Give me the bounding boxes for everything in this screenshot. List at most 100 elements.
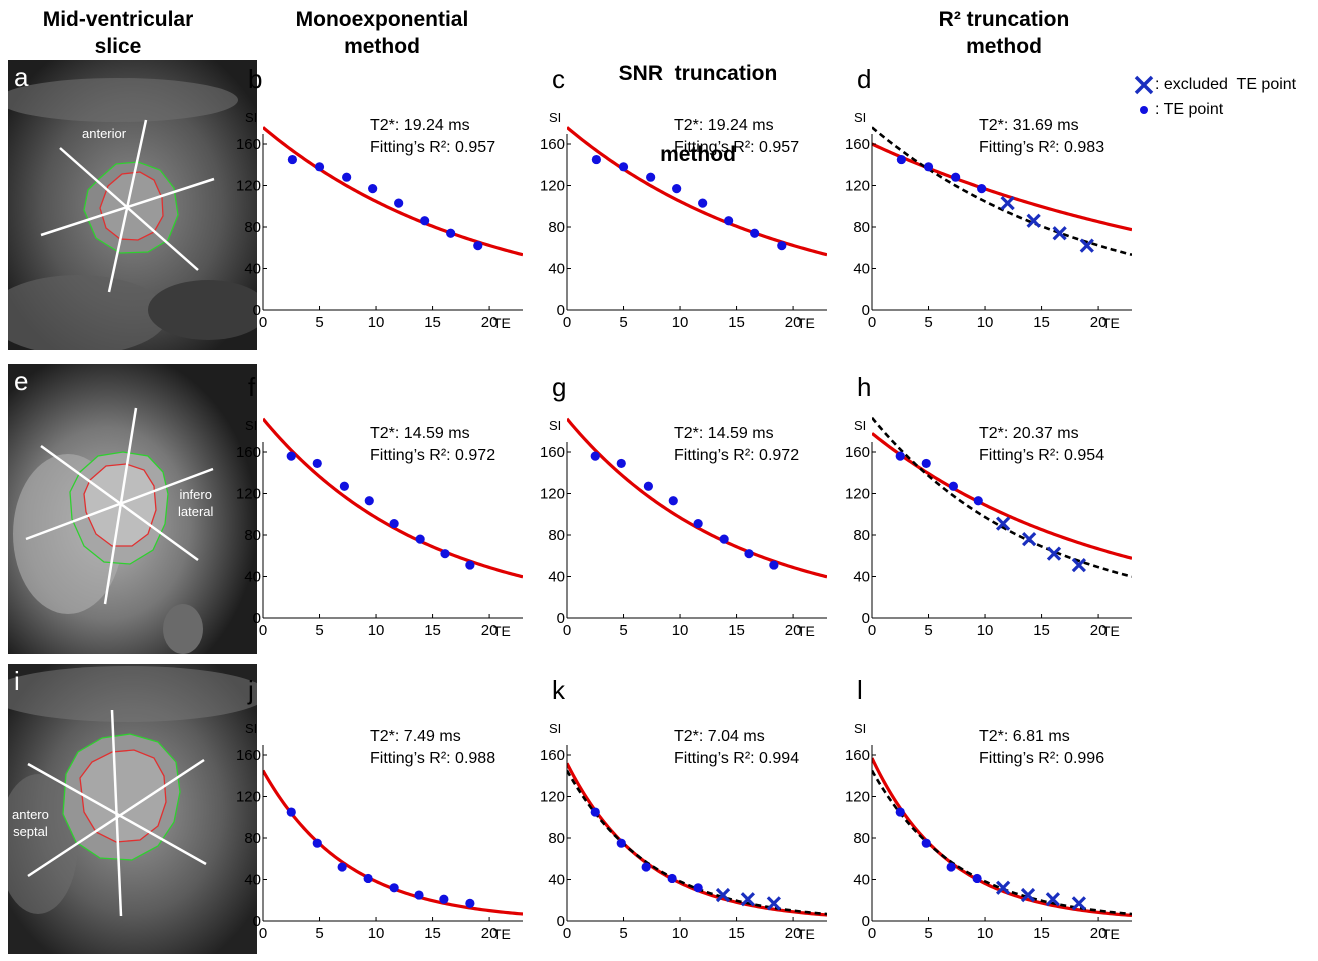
data-point — [389, 518, 399, 529]
x-tick-label: 10 — [368, 622, 385, 639]
x-tick-label: 5 — [619, 314, 627, 331]
data-point — [973, 496, 983, 506]
y-tick-label: 160 — [845, 444, 870, 461]
y-tick-label: 80 — [548, 527, 565, 544]
excluded-marker-icon — [1134, 75, 1154, 94]
r2-annotation: Fitting’s R²: 0.972 — [674, 447, 799, 464]
legend-excluded-label: : excluded TE point — [1155, 75, 1297, 93]
segment-label-line: lateral — [178, 504, 214, 519]
panel-label: a — [14, 62, 29, 92]
y-tick-label: 160 — [540, 747, 565, 764]
x-axis-label: TE — [797, 623, 815, 639]
x-tick-label: 5 — [315, 622, 323, 639]
x-axis-label: TE — [797, 315, 815, 331]
excluded-point — [1020, 887, 1036, 903]
x-tick-label: 20 — [1090, 622, 1107, 639]
data-point — [314, 162, 325, 172]
y-tick-label: 80 — [548, 219, 565, 236]
x-axis-label: TE — [493, 623, 511, 639]
data-point — [769, 560, 779, 570]
y-axis-label: SI — [549, 110, 561, 125]
segment-label-line: anterior — [82, 126, 127, 141]
excluded-point — [995, 880, 1011, 895]
x-tick-label: 20 — [481, 314, 498, 331]
data-point — [667, 873, 677, 884]
y-tick-label: 120 — [236, 178, 261, 195]
x-tick-label: 0 — [868, 622, 876, 639]
y-tick-label: 40 — [853, 261, 870, 278]
x-axis-label: TE — [1102, 926, 1120, 942]
segment-label: anterior — [82, 125, 126, 142]
x-tick-label: 10 — [977, 314, 994, 331]
panel-label: c — [552, 64, 565, 94]
segment-lines — [25, 407, 214, 605]
x-tick-label: 0 — [868, 314, 876, 331]
legend-excluded: : excluded TE point — [1133, 72, 1296, 97]
data-point — [363, 873, 373, 884]
segment-label: infero lateral — [178, 486, 213, 520]
x-tick-label: 0 — [563, 925, 571, 942]
y-tick-label: 120 — [236, 789, 261, 806]
dashed-fit-curve — [872, 769, 1132, 916]
data-point — [590, 807, 600, 817]
chart-svg: j 0 40 80 120 160 0 5 10 15 20 SI TE T2*: 7.49 ms Fitt… — [236, 675, 523, 942]
data-point — [641, 862, 651, 872]
legend-included-label: : TE point — [1155, 100, 1224, 118]
data-point — [977, 184, 987, 194]
excluded-point — [1079, 238, 1094, 253]
x-tick-label: 20 — [785, 925, 802, 942]
segment-label-line: septal — [13, 824, 48, 839]
data-point — [921, 458, 931, 469]
data-point — [415, 534, 425, 544]
data-point — [895, 807, 905, 817]
x-tick-label: 20 — [785, 314, 802, 331]
legend-included: : TE point — [1133, 97, 1296, 122]
column-header-line2: method — [660, 143, 736, 166]
column-header-line1: R² truncation — [938, 8, 1070, 31]
x-tick-label: 10 — [977, 622, 994, 639]
column-header-monoexponential: Monoexponential method — [262, 6, 502, 60]
t2-annotation: T2*: 7.49 ms — [370, 728, 461, 745]
data-point — [646, 172, 656, 182]
y-tick-label: 40 — [244, 872, 261, 889]
y-tick-label: 0 — [557, 913, 565, 930]
t2-annotation: T2*: 20.37 ms — [979, 425, 1079, 442]
data-point — [616, 458, 626, 469]
excluded-point — [740, 892, 756, 907]
column-header-line1: Mid-ventricular — [42, 8, 194, 31]
x-tick-label: 0 — [563, 622, 571, 639]
y-tick-label: 80 — [853, 830, 870, 847]
data-point — [342, 172, 352, 182]
panel-label: i — [14, 666, 20, 696]
data-point — [946, 862, 956, 872]
data-point — [287, 154, 297, 165]
x-tick-label: 20 — [1090, 314, 1107, 331]
panel-label: k — [552, 675, 566, 705]
excluded-point — [1052, 226, 1067, 241]
y-tick-label: 120 — [236, 486, 261, 503]
panel-label: d — [857, 64, 871, 94]
y-tick-label: 80 — [853, 527, 870, 544]
segment-lines — [27, 709, 207, 917]
r2-annotation: Fitting’s R²: 0.988 — [370, 750, 495, 767]
data-point — [368, 184, 378, 194]
column-header-line1: Monoexponential — [295, 8, 469, 31]
data-point — [394, 198, 404, 208]
t2-annotation: T2*: 14.59 ms — [370, 425, 470, 442]
data-point — [414, 890, 424, 900]
x-axis-label: TE — [797, 926, 815, 942]
fit-curve — [263, 769, 523, 916]
y-tick-label: 160 — [236, 136, 261, 153]
x-tick-label: 15 — [424, 925, 441, 942]
data-point — [440, 549, 450, 559]
t2-annotation: T2*: 31.69 ms — [979, 117, 1079, 134]
r2-annotation: Fitting’s R²: 0.996 — [979, 750, 1104, 767]
x-tick-label: 0 — [259, 314, 267, 331]
x-axis-label: TE — [493, 315, 511, 331]
segment-lines — [40, 119, 215, 293]
excluded-point — [1021, 532, 1037, 547]
x-tick-label: 5 — [315, 314, 323, 331]
y-axis-label: SI — [549, 418, 561, 433]
chart-svg: g 0 40 80 120 160 0 5 10 15 20 SI TE T2*: 14.59 ms Fit… — [540, 372, 827, 639]
data-point — [473, 241, 483, 251]
